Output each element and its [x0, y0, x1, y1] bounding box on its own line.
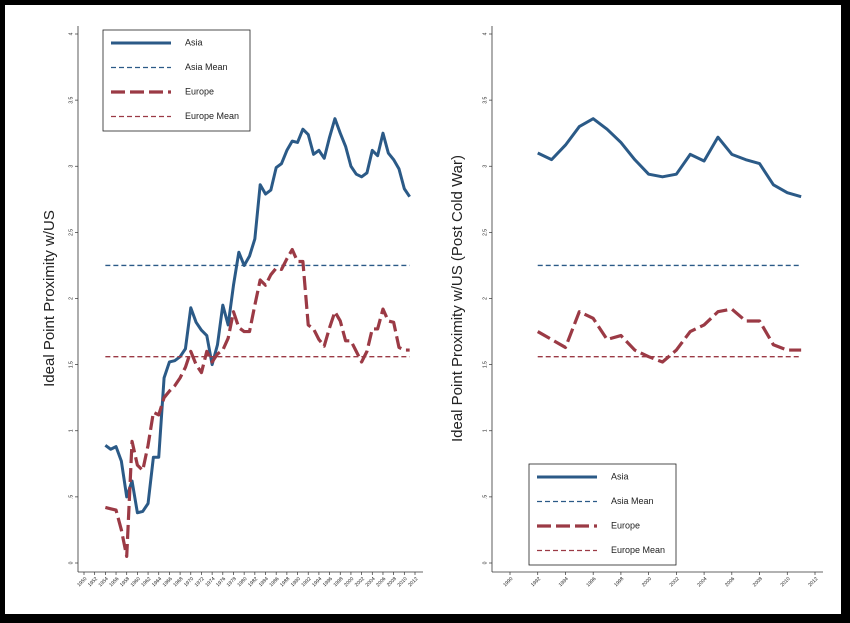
- y-tick-label: .5: [482, 495, 488, 499]
- y-tick-label: 1.5: [68, 361, 74, 368]
- legend-box: [102, 29, 251, 132]
- data-line: [537, 117, 802, 199]
- y-tick-label: 3: [68, 165, 74, 168]
- data-line: [104, 117, 411, 515]
- y-tick-label: 0: [482, 561, 488, 564]
- y-tick-label: 3.5: [68, 96, 74, 103]
- y-tick-label: 2.5: [482, 229, 488, 236]
- y-tick-label: 0: [68, 561, 74, 564]
- y-tick-label: .5: [68, 495, 74, 499]
- legend-label: Asia Mean: [185, 62, 228, 72]
- legend-label: Europe Mean: [611, 545, 665, 555]
- y-tick-label: 2: [68, 297, 74, 300]
- legend-label: Asia Mean: [611, 496, 654, 506]
- y-tick-label: 2.5: [68, 229, 74, 236]
- y-tick-label: 1.5: [482, 361, 488, 368]
- y-tick-label: 4: [68, 32, 74, 35]
- y-axis-title: Ideal Point Proximity w/US (Post Cold Wa…: [449, 155, 466, 442]
- y-tick-label: 3: [482, 165, 488, 168]
- y-tick-label: 3.5: [482, 96, 488, 103]
- y-tick-label: 4: [482, 32, 488, 35]
- data-line: [104, 247, 410, 558]
- legend-label: Asia: [611, 471, 629, 481]
- y-tick-label: 2: [482, 297, 488, 300]
- legend-label: Europe: [185, 86, 214, 96]
- y-tick-label: 1: [68, 429, 74, 432]
- legend-label: Asia: [185, 37, 203, 47]
- legend-label: Europe Mean: [185, 111, 239, 121]
- y-tick-label: 1: [482, 429, 488, 432]
- y-axis-title: Ideal Point Proximity w/US: [41, 210, 58, 387]
- legend-label: Europe: [611, 520, 640, 530]
- legend-box: [528, 463, 677, 566]
- data-line: [536, 307, 802, 364]
